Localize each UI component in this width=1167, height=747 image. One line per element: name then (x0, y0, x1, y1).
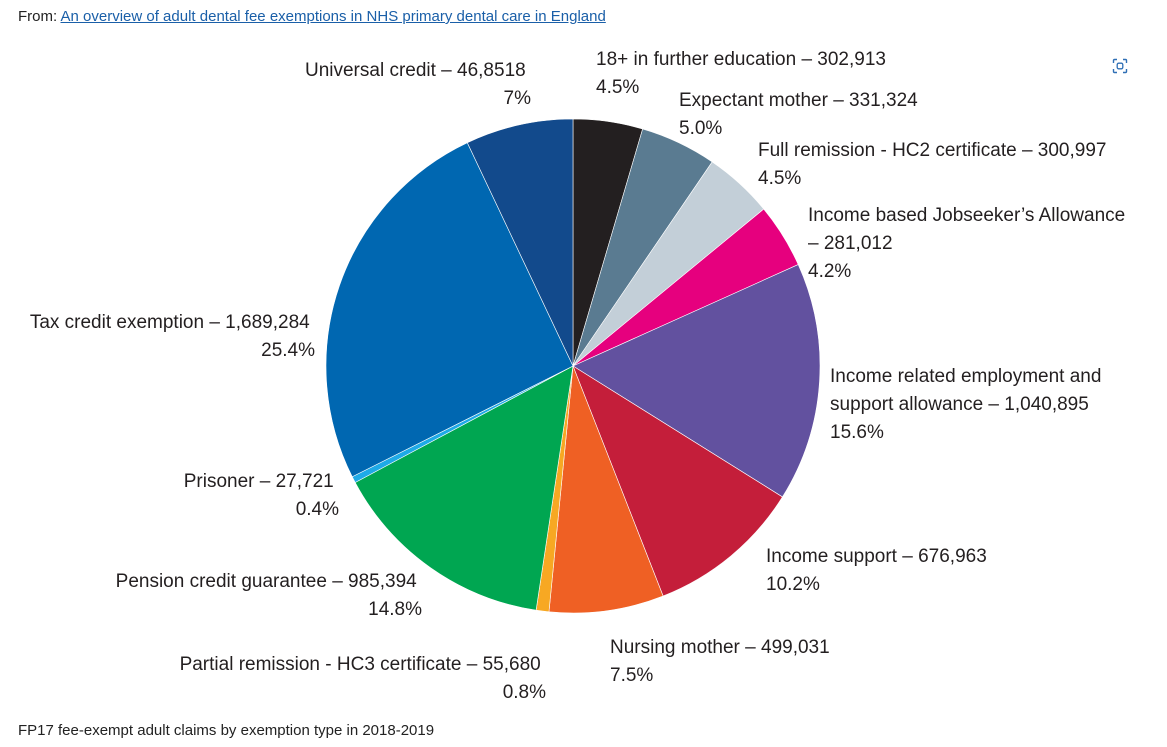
pie-slice-11 (466, 118, 574, 367)
label-nursing-mother: Nursing mother – 499,031 7.5% (610, 637, 835, 686)
expand-icon (1112, 58, 1128, 74)
label-jobseekers: Income based Jobseeker’s Allowance – 281… (808, 205, 1131, 282)
label-prisoner: Prisoner – 27,721 0.4% (184, 471, 339, 520)
pie-slice-8 (354, 365, 574, 611)
label-full-remission: Full remission - HC2 certificate – 300,9… (758, 140, 1112, 189)
pie-chart: 18+ in further education – 302,913 4.5% … (30, 49, 1131, 703)
label-expectant-mother: Expectant mother – 331,324 5.0% (679, 90, 923, 139)
pie-slice-10 (325, 142, 574, 478)
pie-slice-5 (572, 365, 783, 597)
expand-image-button[interactable] (1102, 48, 1138, 84)
label-income-support: Income support – 676,963 10.2% (766, 546, 992, 595)
source-article-link[interactable]: An overview of adult dental fee exemptio… (60, 8, 606, 25)
label-further-education: 18+ in further education – 302,913 4.5% (596, 49, 891, 98)
label-universal-credit: Universal credit – 46,8518 7% (305, 60, 531, 109)
label-employment-support: Income related employment and support al… (830, 366, 1107, 443)
pie-slices (325, 118, 821, 614)
label-pension-credit: Pension credit guarantee – 985,394 14.8% (116, 571, 422, 620)
pie-slice-6 (548, 365, 664, 614)
label-partial-remission: Partial remission - HC3 certificate – 55… (180, 654, 547, 703)
figure-caption: FP17 fee-exempt adult claims by exemptio… (18, 722, 435, 739)
label-tax-credit: Tax credit exemption – 1,689,284 25.4% (30, 312, 315, 361)
from-prefix: From: (18, 8, 61, 25)
source-line: From: An overview of adult dental fee ex… (18, 6, 606, 28)
pie-slice-4 (572, 264, 821, 498)
